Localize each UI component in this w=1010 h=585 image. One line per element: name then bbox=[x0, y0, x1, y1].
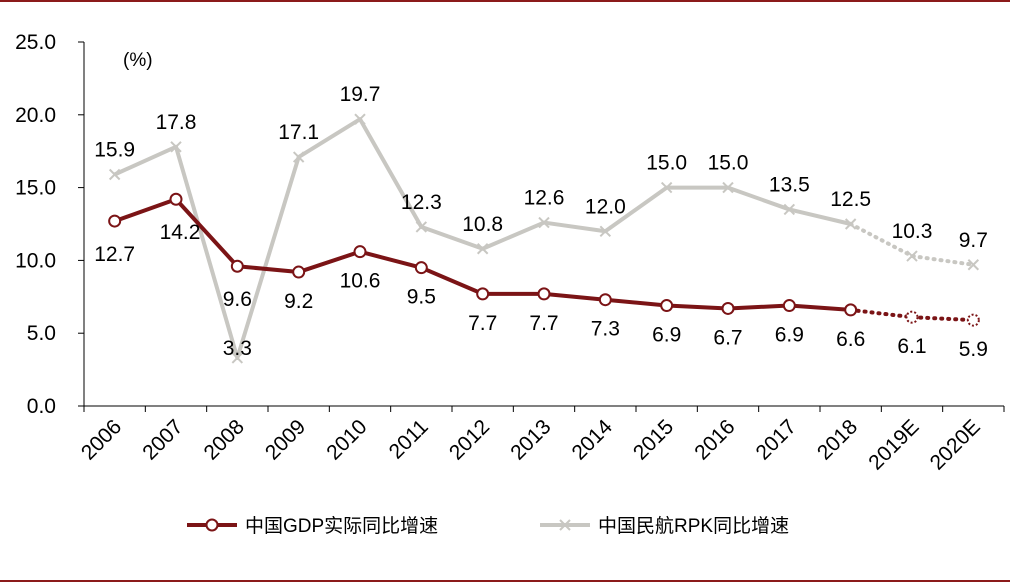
rpk-data-label: 12.6 bbox=[524, 187, 565, 210]
legend-marker-rpk bbox=[559, 519, 571, 531]
y-tick-label: 5.0 bbox=[27, 322, 56, 345]
data-point-marker bbox=[354, 113, 366, 125]
data-point-marker bbox=[353, 245, 367, 259]
x-tick-label: 2017 bbox=[752, 415, 801, 464]
gdp-data-label: 9.5 bbox=[407, 286, 436, 309]
gdp-data-label: 6.1 bbox=[897, 335, 926, 358]
x-tick-label: 2014 bbox=[568, 415, 618, 465]
gdp-data-label: 6.7 bbox=[713, 326, 742, 349]
data-point-marker bbox=[844, 303, 858, 317]
y-tick-label: 20.0 bbox=[15, 104, 56, 127]
legend-label-gdp: 中国GDP实际同比增速 bbox=[245, 515, 438, 537]
rpk-data-label: 12.5 bbox=[830, 188, 871, 211]
data-point-marker bbox=[722, 181, 734, 194]
x-tick-label: 2020E bbox=[926, 415, 985, 474]
gdp-data-label: 7.7 bbox=[529, 312, 558, 335]
data-point-marker bbox=[415, 221, 428, 233]
rpk-data-label: 17.8 bbox=[156, 111, 197, 134]
gdp-data-label: 12.7 bbox=[94, 243, 135, 266]
x-tick-label: 2006 bbox=[77, 415, 126, 464]
rpk-data-label: 10.3 bbox=[892, 220, 933, 243]
data-point-marker bbox=[230, 259, 244, 273]
data-labels: 15.9 17.8 3.3 17.1 19.7 12.3 10.8 12.6 12.0 15.0 1… bbox=[94, 83, 988, 361]
bottom-border-rule bbox=[0, 580, 1010, 582]
y-tick-label: 0.0 bbox=[27, 395, 56, 418]
x-tick-label: 2019E bbox=[864, 415, 923, 474]
series-gdp bbox=[108, 192, 980, 327]
legend-marker-gdp bbox=[205, 518, 219, 532]
data-point-marker bbox=[414, 261, 428, 275]
rpk-data-label: 12.3 bbox=[401, 191, 442, 214]
data-point-marker bbox=[782, 299, 796, 313]
data-point-marker bbox=[844, 218, 857, 230]
x-tick-label: 2009 bbox=[261, 415, 310, 464]
x-tick-label: 2018 bbox=[813, 415, 862, 464]
data-point-marker bbox=[292, 151, 305, 163]
y-tick-label: 15.0 bbox=[15, 177, 56, 200]
rpk-data-label: 19.7 bbox=[340, 83, 381, 106]
series-rpk bbox=[108, 113, 980, 364]
x-tick-label: 2011 bbox=[385, 415, 433, 463]
data-point-marker bbox=[108, 168, 121, 181]
data-point-marker bbox=[292, 265, 306, 279]
rpk-data-label: 13.5 bbox=[769, 173, 810, 196]
x-tick-label: 2013 bbox=[506, 415, 555, 464]
rpk-data-label: 15.0 bbox=[646, 152, 687, 175]
y-tick-label: 25.0 bbox=[15, 31, 56, 54]
y-tick-label: 10.0 bbox=[15, 249, 56, 272]
rpk-data-label: 9.7 bbox=[959, 229, 988, 252]
x-tick-label: 2015 bbox=[629, 415, 678, 464]
y-axis-unit-label: (%) bbox=[123, 50, 153, 71]
x-tick-label: 2012 bbox=[445, 415, 494, 464]
data-point-marker bbox=[721, 301, 735, 315]
data-point-marker bbox=[169, 192, 183, 206]
rpk-data-label: 15.9 bbox=[94, 138, 135, 161]
x-tick-label: 2010 bbox=[322, 415, 371, 464]
data-point-marker bbox=[660, 299, 674, 313]
x-axis-tick-labels: 2006 2007 2008 2009 2010 2011 2012 2013 2014 2015… bbox=[77, 415, 985, 474]
y-axis-tick-labels: 0.0 5.0 10.0 15.0 20.0 25.0 bbox=[15, 31, 56, 418]
legend-item-gdp: 中国GDP实际同比增速 bbox=[187, 515, 438, 537]
chart-legend: 中国GDP实际同比增速 中国民航RPK同比增速 bbox=[187, 515, 789, 537]
x-tick-label: 2016 bbox=[690, 415, 739, 464]
data-point-marker bbox=[476, 243, 489, 255]
rpk-data-label: 15.0 bbox=[708, 152, 749, 175]
x-tick-label: 2007 bbox=[138, 415, 187, 464]
data-point-marker bbox=[476, 287, 490, 301]
data-point-marker bbox=[966, 313, 980, 327]
data-point-marker bbox=[906, 250, 918, 262]
rpk-data-label: 12.0 bbox=[585, 195, 626, 218]
data-point-marker bbox=[905, 310, 919, 324]
gdp-data-label: 14.2 bbox=[160, 221, 201, 244]
gdp-data-label: 6.9 bbox=[775, 324, 804, 347]
gdp-data-label: 7.3 bbox=[591, 318, 620, 341]
data-point-marker bbox=[538, 216, 550, 229]
gdp-data-label: 5.9 bbox=[959, 338, 988, 361]
data-point-marker bbox=[108, 214, 122, 228]
rpk-data-label: 17.1 bbox=[278, 121, 319, 144]
top-border-rule bbox=[0, 0, 1010, 2]
chart-axes bbox=[78, 41, 1005, 412]
data-point-marker bbox=[537, 287, 551, 301]
gdp-data-label: 9.6 bbox=[223, 288, 252, 311]
data-point-marker bbox=[783, 203, 796, 216]
rpk-data-label: 3.3 bbox=[223, 337, 252, 360]
data-point-marker bbox=[170, 141, 182, 153]
gdp-data-label: 6.9 bbox=[652, 324, 681, 347]
data-point-marker bbox=[599, 225, 612, 237]
x-tick-label: 2008 bbox=[200, 415, 249, 464]
gdp-data-label: 9.2 bbox=[284, 290, 313, 313]
data-point-marker bbox=[967, 259, 980, 271]
legend-label-rpk: 中国民航RPK同比增速 bbox=[598, 515, 789, 537]
gdp-data-label: 6.6 bbox=[836, 328, 865, 351]
data-point-marker bbox=[660, 181, 673, 194]
data-point-marker bbox=[231, 352, 244, 364]
gdp-data-label: 7.7 bbox=[468, 312, 497, 335]
data-point-marker bbox=[598, 293, 612, 307]
gdp-data-label: 10.6 bbox=[340, 270, 381, 293]
legend-item-rpk: 中国民航RPK同比增速 bbox=[540, 515, 789, 537]
rpk-data-label: 10.8 bbox=[462, 213, 503, 236]
